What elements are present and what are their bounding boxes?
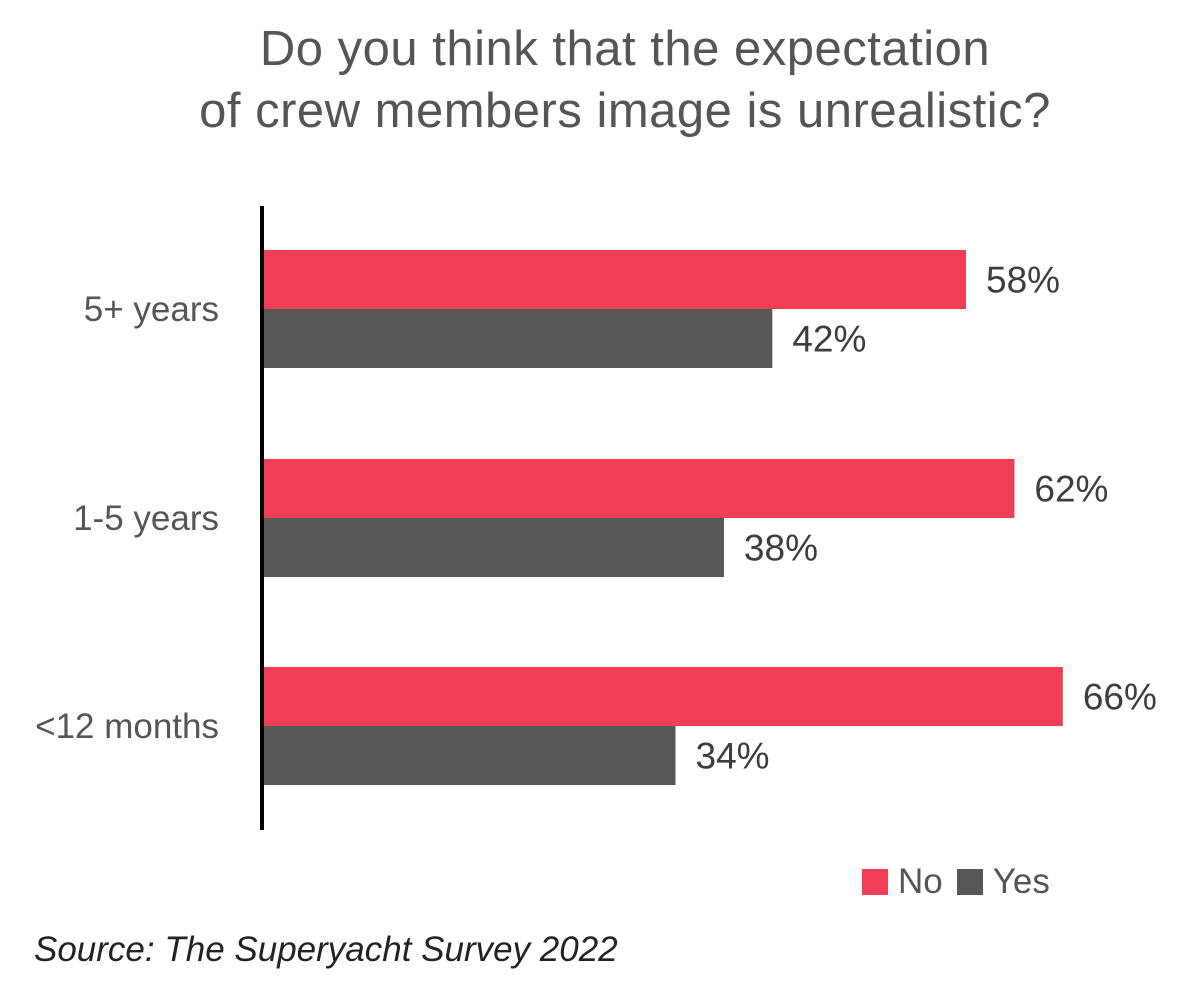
value-label-yes-12-months: 34%	[696, 736, 770, 777]
bar-no-1-5-years	[264, 459, 1015, 518]
category-label-1-5-years: 1-5 years	[73, 499, 219, 538]
legend: No Yes	[862, 862, 1064, 902]
chart-title-line-1: Do you think that the expectation	[259, 22, 991, 76]
labels-group: 5+ years 58% 42% 1-5 years 62% 38% <12 months 6…	[35, 260, 1157, 777]
bar-no-5-years	[264, 250, 966, 309]
bar-yes-5-years	[264, 309, 773, 368]
chart-title: Do you think that the expectation of cre…	[0, 18, 1200, 142]
value-label-yes-5-years: 42%	[792, 319, 866, 360]
bar-yes-1-5-years	[264, 518, 724, 577]
bars-group	[264, 250, 1063, 785]
source-note: Source: The Superyacht Survey 2022	[34, 930, 618, 969]
legend-label-yes: Yes	[992, 862, 1050, 901]
bar-no-12-months	[264, 667, 1063, 726]
legend-swatch-yes	[956, 869, 983, 895]
legend-item-yes: Yes	[956, 862, 1050, 902]
legend-swatch-no	[862, 869, 888, 895]
category-label-5-years: 5+ years	[84, 290, 219, 329]
value-label-no-1-5-years: 62%	[1034, 469, 1108, 510]
chart-title-line-2: of crew members image is unrealistic?	[199, 84, 1051, 138]
category-label-12-months: <12 months	[35, 707, 219, 746]
legend-item-no: No	[862, 862, 943, 902]
value-label-yes-1-5-years: 38%	[744, 528, 818, 569]
value-label-no-5-years: 58%	[986, 260, 1060, 301]
bar-yes-12-months	[264, 726, 676, 785]
value-label-no-12-months: 66%	[1083, 677, 1157, 718]
legend-label-no: No	[898, 862, 943, 901]
